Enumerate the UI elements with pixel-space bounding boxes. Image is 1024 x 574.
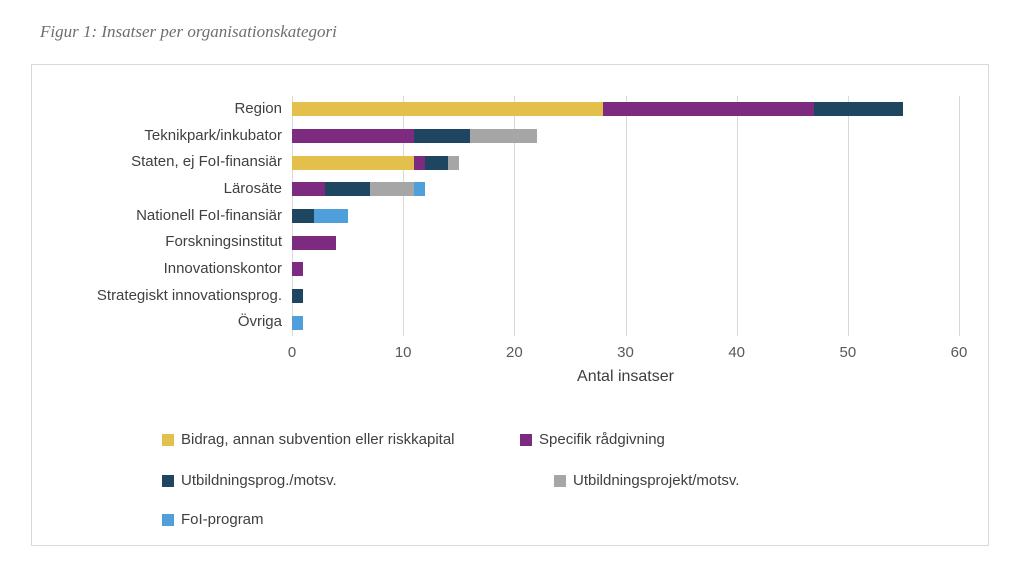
x-tick-label: 20 <box>505 344 523 361</box>
bar-segment <box>292 262 304 277</box>
category-label: Region <box>234 100 282 117</box>
legend-label: Specifik rådgivning <box>539 431 665 448</box>
bar-segment <box>292 235 337 250</box>
x-tick-label: 30 <box>617 344 634 361</box>
bar-row <box>292 283 959 310</box>
legend-label: Utbildningsprog./motsv. <box>181 472 337 489</box>
stacked-bar <box>292 208 348 223</box>
bar-row <box>292 229 959 256</box>
gridline <box>403 96 405 336</box>
stacked-bar <box>292 102 904 117</box>
bar-segment <box>414 182 426 197</box>
stacked-bar <box>292 315 304 330</box>
bar-segment <box>414 155 426 170</box>
category-label: Nationell FoI-finansiär <box>136 206 282 224</box>
category-label: Övriga <box>237 313 282 331</box>
x-axis-tick-labels: 0 10 20 30 40 50 60 <box>288 344 968 364</box>
bar-segment <box>292 102 604 117</box>
bar-segment <box>314 208 348 223</box>
x-axis-title: Antal insatser <box>577 368 674 385</box>
gridline <box>847 96 849 336</box>
category-label: Teknikpark/inkubator <box>144 126 282 144</box>
bar-row <box>292 149 959 176</box>
gridline <box>514 96 516 336</box>
legend-swatch <box>162 513 174 526</box>
stacked-bar <box>292 182 426 197</box>
bar-row <box>292 176 959 203</box>
legend-label: Bidrag, annan subvention eller riskkapit… <box>181 431 455 448</box>
gridline <box>736 96 738 336</box>
legend-swatch <box>162 474 174 487</box>
stacked-bar <box>292 128 537 143</box>
bar-segment <box>292 288 304 303</box>
bar-segment <box>603 102 815 117</box>
category-label: Strategiskt innovationsprog. <box>96 286 282 304</box>
bar-segment <box>292 182 326 197</box>
legend-item: Utbildningsprojekt/motsv. <box>554 472 739 489</box>
x-tick-label: 0 <box>287 344 297 361</box>
bar-segment <box>292 208 315 223</box>
category-label: Innovationskontor <box>163 260 282 277</box>
legend-item: Bidrag, annan subvention eller riskkapit… <box>162 431 455 448</box>
x-tick-label: 10 <box>394 344 412 361</box>
x-tick-label: 50 <box>839 344 857 361</box>
bar-segment <box>369 182 415 197</box>
stacked-bar <box>292 235 337 250</box>
stacked-bar <box>292 288 304 303</box>
bar-segment <box>414 128 470 143</box>
plot-area <box>292 96 960 336</box>
x-tick-label: 60 <box>950 344 968 361</box>
category-label: Forskningsinstitut <box>165 233 282 251</box>
figure-title: Figur 1: Insatser per organisationskateg… <box>40 22 337 41</box>
bar-row <box>292 123 959 150</box>
legend-item: Specifik rådgivning <box>520 431 665 448</box>
stacked-bar <box>292 262 304 277</box>
bar-row <box>292 256 959 283</box>
y-axis-category-labels: Region Teknikpark/inkubator Staten, ej FoI… <box>32 96 282 336</box>
bar-segment <box>469 128 537 143</box>
category-label: Staten, ej FoI-finansiär <box>131 153 282 171</box>
bar-segment <box>292 128 415 143</box>
legend-item: FoI-program <box>162 511 264 528</box>
legend-swatch <box>554 474 566 487</box>
bar-row <box>292 96 959 123</box>
bar-row <box>292 309 959 336</box>
bar-segment <box>292 315 304 330</box>
gridline <box>959 96 960 336</box>
bar-segment <box>447 155 459 170</box>
legend-item: Utbildningsprog./motsv. <box>162 472 337 489</box>
legend-label: Utbildningsprojekt/motsv. <box>573 472 740 489</box>
legend-swatch <box>162 433 174 446</box>
bar-segment <box>425 155 448 170</box>
bar-segment <box>292 155 415 170</box>
chart-area: Region Teknikpark/inkubator Staten, ej FoI… <box>31 64 989 546</box>
stacked-bar <box>292 155 459 170</box>
gridline <box>625 96 627 336</box>
category-label: Lärosäte <box>223 180 282 197</box>
bar-row <box>292 203 959 230</box>
legend-swatch <box>520 433 532 446</box>
bar-segment <box>325 182 370 197</box>
legend-label: FoI-program <box>181 511 264 528</box>
x-tick-label: 40 <box>728 344 745 361</box>
bar-segment <box>814 102 904 117</box>
